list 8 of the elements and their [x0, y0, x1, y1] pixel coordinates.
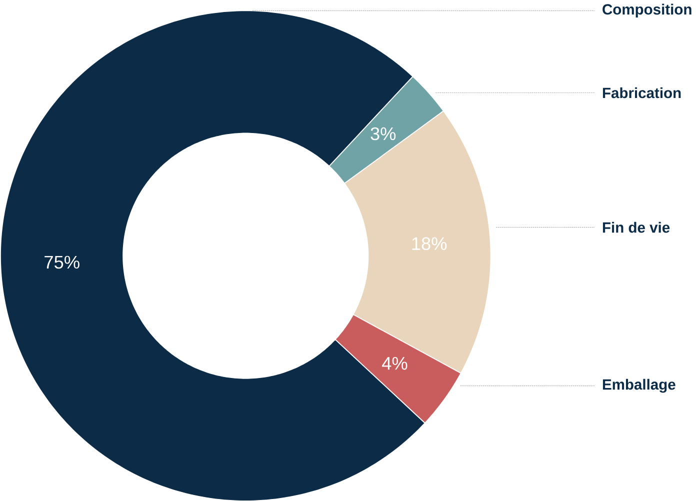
slice-label: Fabrication [602, 87, 681, 98]
slice-label: Composition [602, 4, 692, 18]
slice-label: Emballage [602, 378, 676, 393]
data-label: 3% [370, 127, 396, 140]
data-label: 18% [412, 236, 447, 250]
slice-label: Fin de vie [602, 222, 670, 233]
data-label: 75% [44, 256, 80, 268]
data-label: 4% [382, 356, 408, 370]
